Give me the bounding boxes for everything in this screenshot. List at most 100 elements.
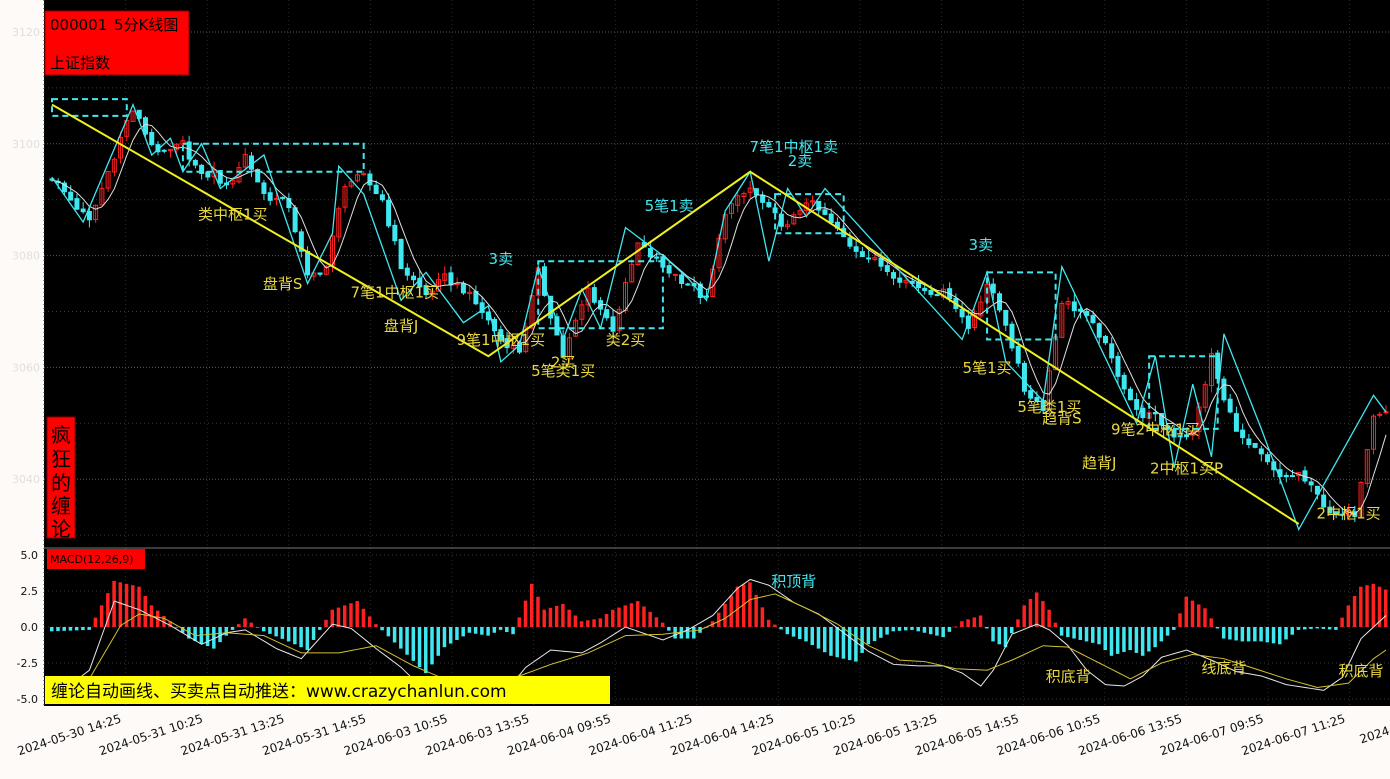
macd-bar <box>280 627 285 639</box>
candle-body <box>411 275 417 281</box>
candle-body <box>1021 362 1027 392</box>
macd-bar <box>953 626 958 628</box>
candle-body <box>261 182 267 194</box>
badge-char-1: 疯 <box>51 423 71 447</box>
candle-body <box>760 194 766 203</box>
macd-bar <box>461 627 465 637</box>
macd-bar <box>1184 596 1189 627</box>
macd-bar <box>1053 622 1058 627</box>
candle-body <box>1096 323 1102 338</box>
macd-bar <box>1240 627 1245 642</box>
macd-bar <box>1009 627 1014 634</box>
macd-bar <box>1371 583 1376 627</box>
macd-bar <box>1034 592 1039 627</box>
macd-bar <box>180 627 185 633</box>
price-tick-label: 3040 <box>12 473 40 486</box>
candle-body <box>105 171 111 189</box>
macd-bar <box>947 627 952 632</box>
macd-bar <box>567 609 571 627</box>
macd-bar <box>1334 627 1338 630</box>
macd-bar <box>1172 627 1176 630</box>
macd-bar <box>118 582 123 627</box>
macd-bar <box>642 606 646 627</box>
candle-body <box>404 267 410 276</box>
macd-bar <box>904 627 908 631</box>
candle-body <box>685 283 691 286</box>
candle-body <box>635 242 641 266</box>
candle-body <box>1121 374 1127 390</box>
macd-bar <box>261 627 266 632</box>
candle-body <box>1090 315 1096 324</box>
candle-body <box>130 110 136 122</box>
macd-bar <box>436 627 440 656</box>
macd-bar <box>336 607 341 627</box>
candle-body <box>80 208 86 213</box>
macd-bar <box>62 627 66 631</box>
macd-tick-label: -2.5 <box>17 657 38 670</box>
candle-body <box>878 257 884 267</box>
stroke-line <box>51 102 1387 532</box>
macd-bar <box>99 605 104 627</box>
candle-body <box>417 277 423 288</box>
macd-bar <box>648 611 652 627</box>
macd-bar <box>1140 627 1145 656</box>
macd-bar <box>1084 627 1089 642</box>
macd-bar <box>717 612 721 627</box>
candle-body <box>361 173 367 176</box>
macd-bar <box>361 608 366 627</box>
macd-bar <box>448 627 453 644</box>
macd-title: MACD(12,26,9) <box>50 553 134 566</box>
macd-bar <box>1352 596 1357 627</box>
candle-body <box>1339 513 1345 516</box>
macd-bar <box>822 627 827 653</box>
candle-body <box>118 136 124 159</box>
macd-bar <box>342 605 347 627</box>
macd-bar <box>473 627 478 634</box>
macd-bar <box>1309 627 1313 629</box>
macd-bar <box>754 594 758 627</box>
macd-bar <box>1072 627 1076 639</box>
candle-body <box>903 279 909 284</box>
candle-body <box>205 171 211 178</box>
candle-body <box>1184 434 1190 438</box>
candle-body <box>398 238 404 270</box>
macd-bar <box>766 619 771 627</box>
candle-body <box>342 186 348 208</box>
candle-body <box>1102 335 1108 344</box>
promo-banner[interactable]: 缠论自动画线、买卖点自动推送：www.crazychanlun.com <box>45 676 610 704</box>
macd-bar <box>255 627 260 628</box>
candle-body <box>286 198 292 209</box>
macd-bar <box>1041 601 1045 627</box>
macd-bar <box>1097 627 1101 645</box>
macd-bar <box>311 627 316 640</box>
macd-bar <box>1209 618 1213 627</box>
promo-text[interactable]: 缠论自动画线、买卖点自动推送：www.crazychanlun.com <box>51 682 507 702</box>
macd-bar <box>685 627 690 639</box>
price-tick-label: 3080 <box>12 250 40 263</box>
macd-bar <box>293 627 297 645</box>
macd-bar <box>910 627 914 630</box>
price-axis: 3120 3100 3080 3060 3040 <box>12 26 40 486</box>
macd-bar <box>305 627 310 651</box>
macd-bar <box>841 627 846 659</box>
candle-body <box>1177 435 1183 438</box>
macd-bar <box>1221 627 1226 639</box>
candle-body <box>891 272 897 279</box>
candle-body <box>1233 413 1239 432</box>
candle-body <box>1208 353 1214 387</box>
title-box: 000001 5分K线图 上证指数 <box>44 10 190 76</box>
macd-bar <box>367 616 372 627</box>
macd-bar <box>1215 627 1220 629</box>
candle-body <box>747 187 753 193</box>
badge-char-5: 论 <box>51 517 71 541</box>
candle-body <box>248 155 254 170</box>
macd-bar <box>729 595 733 627</box>
macd-bar <box>1078 627 1083 640</box>
macd-bar <box>1377 586 1382 627</box>
macd-bar <box>816 627 821 649</box>
macd-bar <box>991 627 995 642</box>
candle-body <box>853 246 859 252</box>
macd-bar <box>193 627 197 642</box>
candle-body <box>1283 474 1289 478</box>
